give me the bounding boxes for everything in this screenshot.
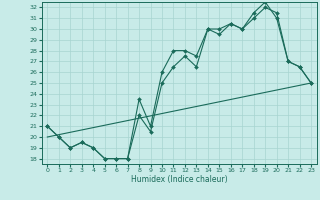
X-axis label: Humidex (Indice chaleur): Humidex (Indice chaleur) [131,175,228,184]
